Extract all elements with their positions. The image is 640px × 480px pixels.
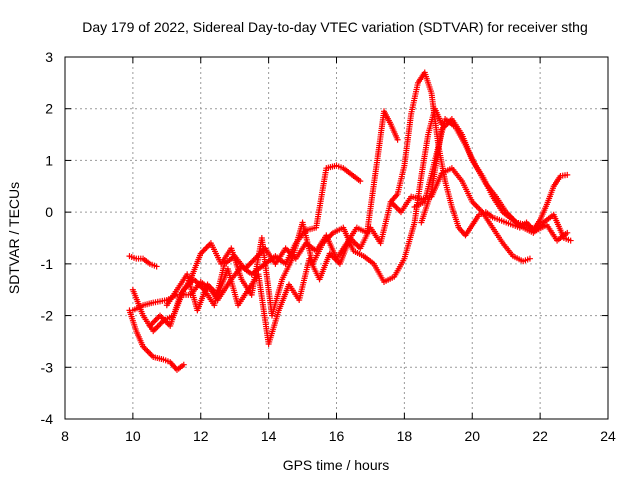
x-tick-label: 10	[125, 428, 141, 444]
data-point-marker	[357, 178, 364, 185]
data-series	[126, 69, 574, 373]
y-tick-label: -3	[41, 359, 54, 375]
data-point-marker	[394, 136, 401, 143]
x-tick-label: 18	[397, 428, 413, 444]
x-tick-label: 12	[193, 428, 209, 444]
data-point-marker	[526, 255, 533, 262]
x-axis-label: GPS time / hours	[283, 457, 390, 473]
x-tick-label: 20	[464, 428, 480, 444]
chart-title: Day 179 of 2022, Sidereal Day-to-day VTE…	[82, 19, 588, 35]
y-tick-label: 2	[45, 101, 53, 117]
y-axis-label: SDTVAR / TECUs	[6, 182, 22, 294]
data-point-marker	[564, 171, 571, 178]
y-tick-label: 1	[45, 152, 53, 168]
x-tick-label: 24	[600, 428, 616, 444]
grid-lines	[65, 57, 608, 419]
series-track-1	[126, 253, 160, 270]
data-point-marker	[567, 237, 574, 244]
y-tick-label: -1	[41, 256, 54, 272]
series-track-2	[126, 307, 187, 373]
y-tick-label: -2	[41, 308, 54, 324]
x-tick-label: 16	[329, 428, 345, 444]
data-point-marker	[564, 229, 571, 236]
series-track-9	[418, 116, 574, 244]
series-path	[166, 167, 531, 345]
data-point-marker	[153, 263, 160, 270]
x-tick-label: 22	[532, 428, 548, 444]
y-tick-label: -4	[41, 411, 54, 427]
series-track-5	[146, 105, 445, 329]
y-tick-label: 3	[45, 49, 53, 65]
data-point-marker	[180, 361, 187, 368]
series-track-6	[163, 165, 533, 348]
y-tick-label: 0	[45, 204, 53, 220]
x-tick-label: 14	[261, 428, 277, 444]
x-tick-label: 8	[61, 428, 69, 444]
